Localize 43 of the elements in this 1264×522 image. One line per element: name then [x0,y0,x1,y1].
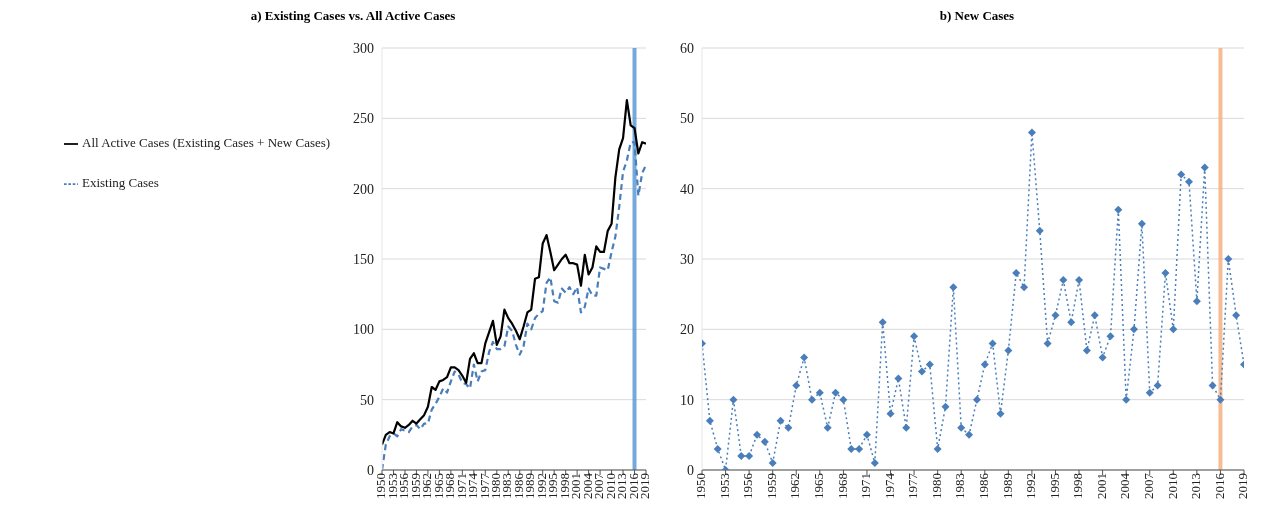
x-tick-label: 1974 [881,472,897,499]
x-tick-label: 1971 [858,473,874,499]
x-tick-label: 1995 [1046,473,1062,499]
x-tick-label: 1989 [999,473,1015,499]
line-series [382,98,646,446]
y-tick-label: 300 [353,40,374,56]
y-tick-label: 200 [353,181,374,197]
x-tick-label: 2019 [1235,473,1251,499]
y-tick-label: 50 [360,392,374,408]
x-tick-label: 1986 [976,472,992,499]
y-tick-label: 150 [353,251,374,267]
chart-title: a) Existing Cases vs. All Active Cases [249,8,457,25]
x-tick-label: 2016 [1211,472,1227,499]
chart-title: b) New Cases [938,8,1016,25]
x-tick-label: 1980 [928,473,944,499]
y-tick-label: 100 [353,322,374,338]
x-tick-label: 1956 [740,472,756,499]
y-tick-label: 0 [687,462,694,478]
x-tick-label: 1992 [1023,473,1039,499]
x-tick-label: 1950 [693,473,709,499]
y-tick-label: 60 [680,40,694,56]
x-tick-label: 2010 [1164,473,1180,499]
x-tick-label: 2013 [1188,473,1204,499]
legend-label: Existing Cases [82,175,159,190]
x-tick-label: 2004 [1117,472,1133,499]
y-tick-label: 0 [367,462,374,478]
x-tick-label: 1962 [787,473,803,499]
x-tick-label: 2001 [1093,473,1109,499]
y-tick-label: 250 [353,111,374,127]
y-tick-label: 10 [680,392,694,408]
x-tick-label: 2007 [1140,472,1156,499]
y-tick-label: 20 [680,322,694,338]
y-tick-label: 30 [680,251,694,267]
y-tick-label: 50 [680,111,694,127]
y-tick-label: 40 [680,181,694,197]
x-tick-label: 1968 [834,473,850,499]
legend-label: All Active Cases (Existing Cases + New Cases) [82,135,331,150]
x-tick-label: 1959 [763,473,779,499]
x-tick-label: 1983 [952,473,968,499]
x-tick-label: 1977 [905,472,921,499]
x-tick-label: 1998 [1070,473,1086,499]
x-tick-label: 1953 [716,473,732,499]
x-tick-label: 1965 [811,473,827,499]
